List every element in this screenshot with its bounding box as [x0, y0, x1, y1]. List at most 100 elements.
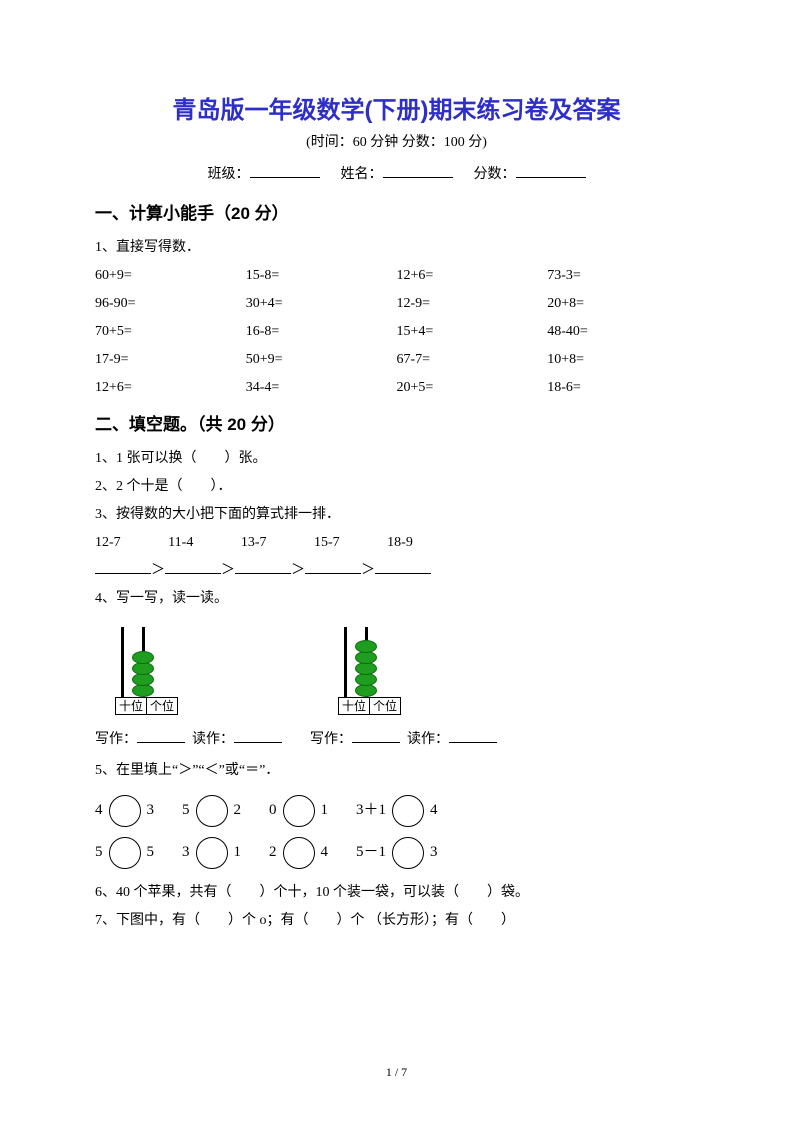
score-value: 100 分): [444, 135, 487, 150]
page: 青岛版一年级数学(下册)期末练习卷及答案 (时间：60 分钟 分数：100 分)…: [0, 0, 793, 1122]
compare-pair: 52: [182, 795, 241, 827]
expr: 18-9: [387, 529, 413, 557]
compare-circle[interactable]: [283, 837, 315, 869]
compare-circle[interactable]: [196, 795, 228, 827]
calc-cell: 12+6=: [397, 262, 548, 290]
calc-cell: 60+9=: [95, 262, 246, 290]
write-label: 写作：: [95, 732, 137, 747]
abacus-left: 十位 个位: [115, 627, 178, 715]
page-number: 1 / 7: [0, 1065, 793, 1080]
num-a: 5－1: [356, 845, 386, 860]
s2q5-label: 5、在里填上“＞”“＜”或“＝”．: [95, 757, 698, 785]
s2q6: 6、40 个苹果，共有（ ）个十，10 个装一袋，可以装（ ）袋。: [95, 879, 698, 907]
compare-circle[interactable]: [196, 837, 228, 869]
num-b: 4: [321, 845, 329, 860]
tens-rod: [121, 627, 124, 697]
name-label: 姓名：: [341, 167, 383, 182]
ones-label: 个位: [370, 698, 400, 714]
s2q4-label: 4、写一写，读一读。: [95, 585, 698, 613]
read-blank[interactable]: [234, 728, 282, 743]
class-label: 班级：: [208, 167, 250, 182]
class-blank[interactable]: [250, 161, 320, 178]
compare-pair: 31: [182, 837, 241, 869]
order-blank[interactable]: [375, 559, 431, 574]
score-blank[interactable]: [516, 161, 586, 178]
q1-label: 1、直接写得数．: [95, 234, 698, 262]
ones-rod: [365, 627, 368, 697]
read-blank[interactable]: [449, 728, 497, 743]
num-a: 3＋1: [356, 803, 386, 818]
calc-cell: 73-3=: [547, 262, 698, 290]
expr: 13-7: [241, 529, 267, 557]
exam-subtitle: (时间：60 分钟 分数：100 分): [95, 131, 698, 151]
calc-cell: 48-40=: [547, 318, 698, 346]
num-b: 2: [234, 803, 242, 818]
time-value: 60 分钟: [353, 135, 399, 150]
exam-title: 青岛版一年级数学(下册)期末练习卷及答案: [95, 90, 698, 125]
student-info: 班级： 姓名： 分数：: [95, 161, 698, 183]
section1-head: 一、计算小能手（20 分）: [95, 199, 698, 224]
calc-cell: 34-4=: [246, 374, 397, 402]
calc-cell: 50+9=: [246, 346, 397, 374]
order-blank[interactable]: [165, 559, 221, 574]
expr: 15-7: [314, 529, 340, 557]
write-blank[interactable]: [352, 728, 400, 743]
compare-circle[interactable]: [392, 837, 424, 869]
s2q2: 2、2 个十是（ ）．: [95, 473, 698, 501]
read-label: 读作：: [192, 732, 234, 747]
abacus-labels: 十位 个位: [338, 697, 401, 715]
read-label: 读作：: [407, 732, 449, 747]
num-a: 2: [269, 845, 277, 860]
order-blank[interactable]: [95, 559, 151, 574]
abacus-row: 十位 个位: [95, 627, 698, 715]
num-a: 5: [182, 803, 190, 818]
compare-row-1: 43 52 01 3＋14: [95, 795, 698, 827]
abacus-right: 十位 个位: [338, 627, 401, 715]
abacus-labels: 十位 个位: [115, 697, 178, 715]
name-blank[interactable]: [383, 161, 453, 178]
compare-pair: 55: [95, 837, 154, 869]
num-b: 3: [430, 845, 438, 860]
tens-label: 十位: [339, 698, 370, 714]
calc-cell: 16-8=: [246, 318, 397, 346]
calc-cell: 15+4=: [397, 318, 548, 346]
score-label: 分数：: [398, 135, 444, 150]
calc-cell: 17-9=: [95, 346, 246, 374]
order-blank[interactable]: [235, 559, 291, 574]
order-blank[interactable]: [305, 559, 361, 574]
calc-cell: 67-7=: [397, 346, 548, 374]
ones-rod: [142, 627, 145, 697]
compare-circle[interactable]: [283, 795, 315, 827]
tens-label: 十位: [116, 698, 147, 714]
s2q3-blanks: ＞＞＞＞: [95, 557, 698, 585]
num-a: 5: [95, 845, 103, 860]
write-blank[interactable]: [137, 728, 185, 743]
num-b: 1: [234, 845, 242, 860]
compare-pair: 24: [269, 837, 328, 869]
compare-row-2: 55 31 24 5－13: [95, 837, 698, 869]
time-label: (时间：: [306, 135, 353, 150]
compare-pair: 43: [95, 795, 154, 827]
calc-cell: 12-9=: [397, 290, 548, 318]
calc-cell: 15-8=: [246, 262, 397, 290]
s2q7: 7、下图中，有（ ）个 o；有（ ）个 （长方形）；有（ ）: [95, 907, 698, 935]
num-a: 0: [269, 803, 277, 818]
calc-cell: 96-90=: [95, 290, 246, 318]
compare-circle[interactable]: [392, 795, 424, 827]
num-a: 3: [182, 845, 190, 860]
calc-cell: 30+4=: [246, 290, 397, 318]
calc-cell: 20+8=: [547, 290, 698, 318]
num-a: 4: [95, 803, 103, 818]
ones-label: 个位: [147, 698, 177, 714]
write-read-line: 写作： 读作： 写作： 读作：: [95, 723, 698, 757]
num-b: 1: [321, 803, 329, 818]
s2q3-label: 3、按得数的大小把下面的算式排一排．: [95, 501, 698, 529]
expr: 11-4: [168, 529, 193, 557]
calc-grid: 60+9= 15-8= 12+6= 73-3= 96-90= 30+4= 12-…: [95, 262, 698, 402]
calc-cell: 10+8=: [547, 346, 698, 374]
compare-circle[interactable]: [109, 795, 141, 827]
compare-circle[interactable]: [109, 837, 141, 869]
compare-pair: 01: [269, 795, 328, 827]
expr: 12-7: [95, 529, 121, 557]
write-label: 写作：: [310, 732, 352, 747]
